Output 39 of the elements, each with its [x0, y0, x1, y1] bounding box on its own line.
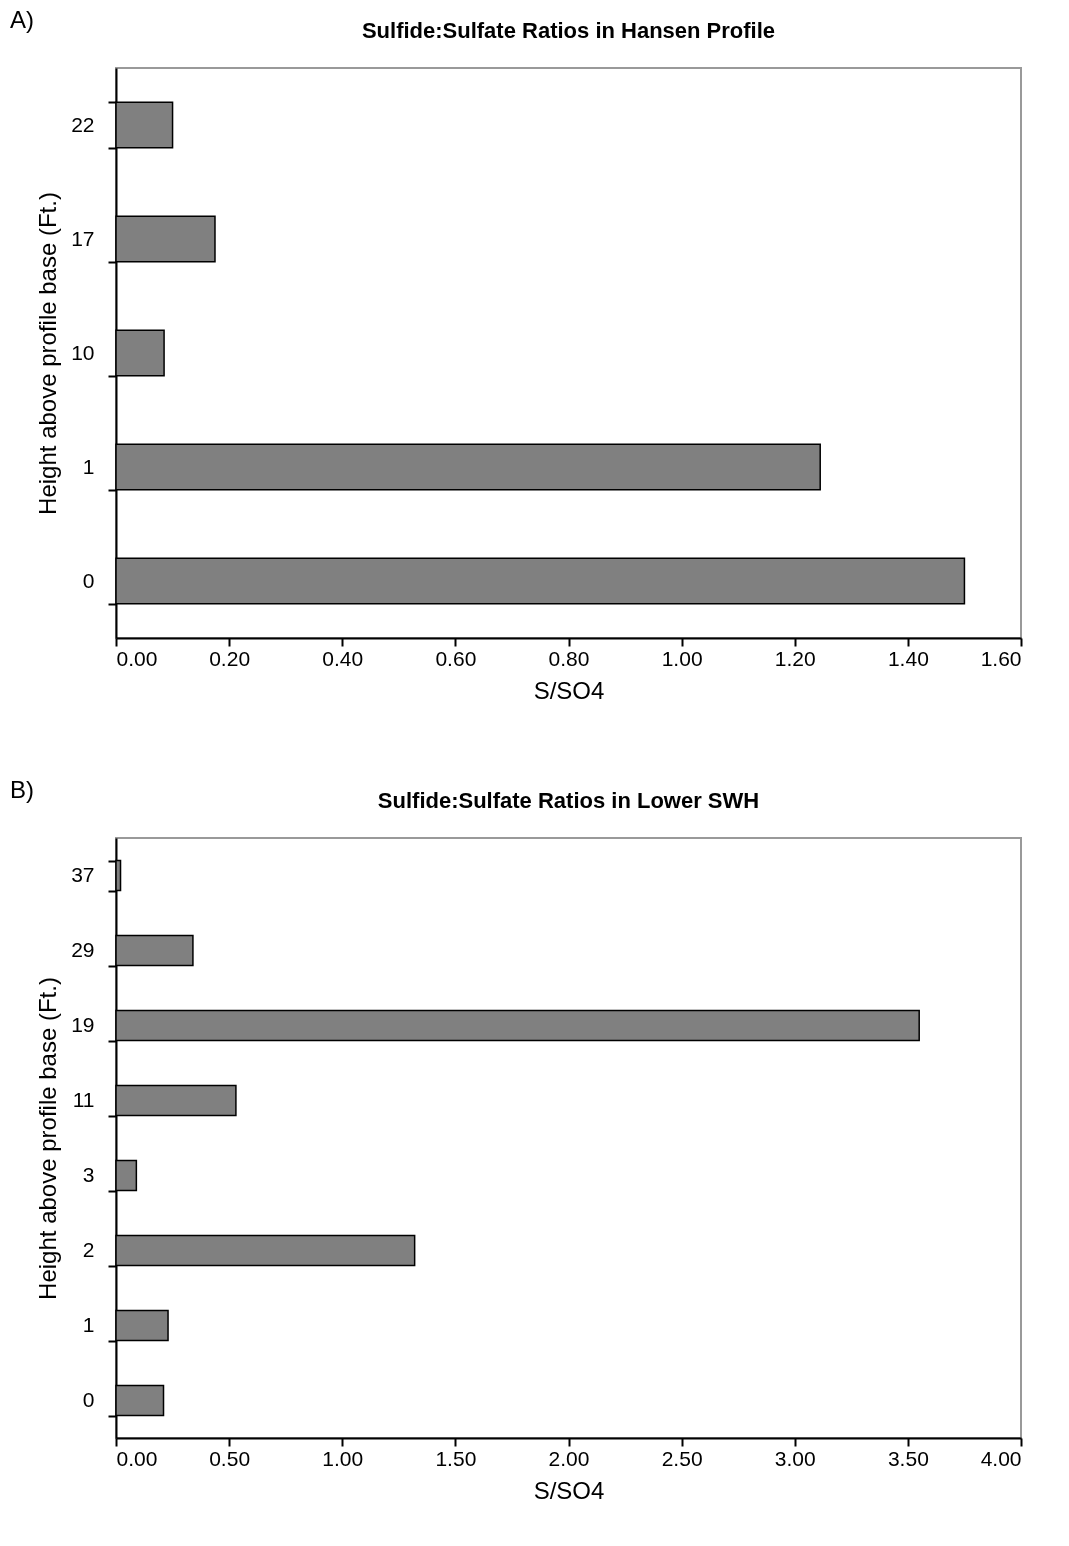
x-tick-label: 3.50 [887, 1446, 929, 1470]
y-tick-label: 10 [71, 340, 95, 364]
x-tick-label: 0.60 [435, 646, 477, 670]
x-axis-title: S/SO4 [533, 676, 605, 704]
chart-title: Sulfide:Sulfate Ratios in Lower SWH [377, 788, 760, 813]
x-tick-label: 2.50 [661, 1446, 703, 1470]
y-tick-label: 17 [71, 226, 95, 250]
x-tick-label: 1.60 [980, 646, 1022, 670]
y-tick-label: 29 [71, 938, 95, 961]
x-axis-title: S/SO4 [533, 1476, 605, 1504]
x-tick-label: 0.00 [116, 646, 158, 670]
x-tick-label: 0.00 [116, 1446, 158, 1470]
x-tick-label: 4.00 [980, 1446, 1022, 1470]
y-tick-label: 22 [71, 112, 95, 136]
x-tick-label: 0.80 [548, 646, 590, 670]
x-tick-label: 0.50 [209, 1446, 251, 1470]
x-tick-label: 0.40 [322, 646, 364, 670]
y-tick-label: 3 [82, 1163, 95, 1186]
x-tick-label: 2.00 [548, 1446, 590, 1470]
x-tick-label: 1.40 [887, 646, 929, 670]
y-tick-label: 0 [82, 568, 95, 592]
x-tick-label: 0.20 [209, 646, 251, 670]
x-tick-label: 1.50 [435, 1446, 477, 1470]
y-tick-label: 1 [82, 1313, 95, 1336]
x-tick-label: 1.00 [661, 646, 703, 670]
y-tick-label: 11 [72, 1088, 95, 1111]
y-tick-label: 0 [82, 1388, 95, 1411]
text: A) [10, 6, 34, 34]
y-tick-label: 2 [82, 1238, 95, 1261]
x-tick-label: 3.00 [774, 1446, 816, 1470]
chart-title: Sulfide:Sulfate Ratios in Hansen Profile [361, 18, 776, 43]
y-tick-label: 19 [71, 1013, 95, 1036]
x-tick-label: 1.20 [774, 646, 816, 670]
y-axis-title: Height above profile base (Ft.) [34, 192, 62, 515]
y-tick-label: 37 [71, 863, 95, 886]
text: B) [10, 776, 34, 804]
x-tick-label: 1.00 [322, 1446, 364, 1470]
y-tick-label: 1 [82, 454, 95, 478]
y-axis-title: Height above profile base (Ft.) [34, 977, 62, 1300]
